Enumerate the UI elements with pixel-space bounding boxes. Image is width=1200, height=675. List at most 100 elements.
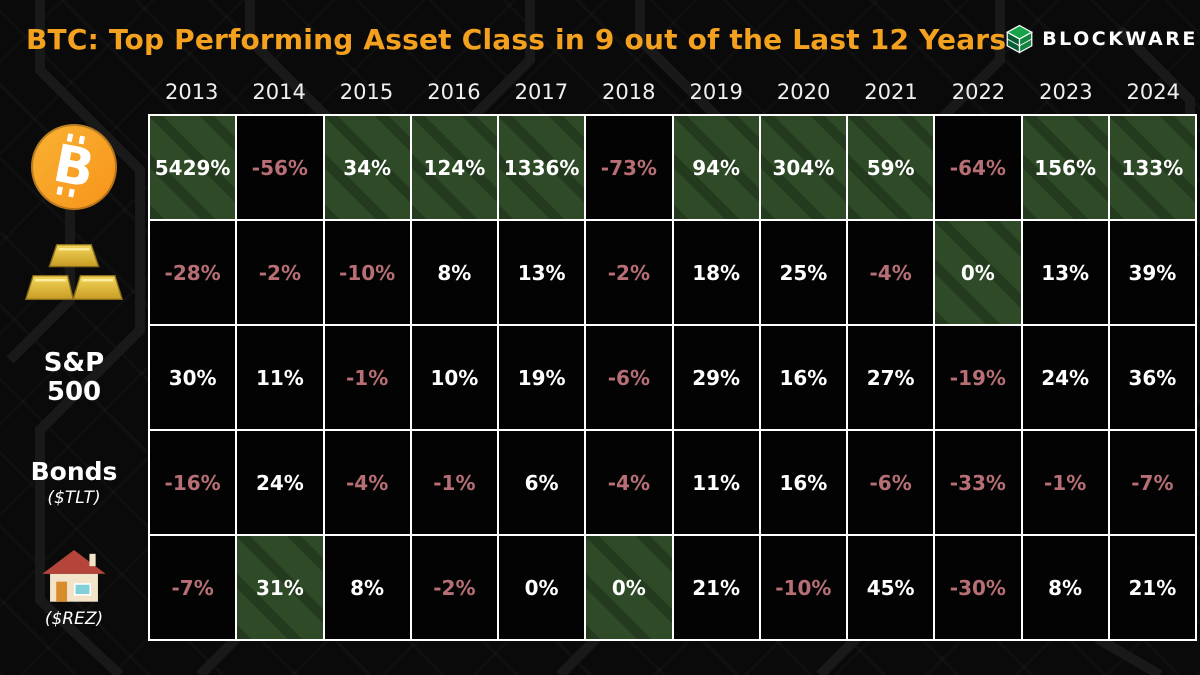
return-cell-bitcoin-2021: 59% bbox=[848, 116, 934, 219]
return-cell-sp500-2019: 29% bbox=[673, 326, 759, 429]
return-cell-bonds-2014: 24% bbox=[237, 431, 323, 534]
return-cell-sp500-2020: 16% bbox=[760, 326, 846, 429]
return-cell-bonds-2020: 16% bbox=[760, 431, 846, 534]
year-label-2018: 2018 bbox=[602, 80, 656, 104]
return-cell-rez-2014: 31% bbox=[237, 536, 323, 639]
return-cell-bitcoin-2020: 304% bbox=[760, 116, 846, 219]
year-label-2023: 2023 bbox=[1039, 80, 1093, 104]
return-cell-bonds-2023: -1% bbox=[1022, 431, 1108, 534]
sp500-label: S&P 500 bbox=[44, 349, 104, 405]
year-label-2020: 2020 bbox=[776, 80, 831, 104]
table-area: B bbox=[0, 114, 1197, 641]
year-label-2024: 2024 bbox=[1126, 80, 1180, 104]
asset-sp500: S&P 500 bbox=[0, 325, 148, 430]
return-cell-bitcoin-2019: 94% bbox=[673, 116, 759, 219]
asset-sidebar: B bbox=[0, 114, 148, 641]
return-cell-rez-2024: 21% bbox=[1109, 536, 1195, 639]
return-cell-bonds-2015: -4% bbox=[324, 431, 410, 534]
return-cell-gold-2017: 13% bbox=[499, 221, 585, 324]
return-cell-bonds-2017: 6% bbox=[499, 431, 585, 534]
return-cell-bonds-2021: -6% bbox=[848, 431, 934, 534]
return-cell-bitcoin-2015: 34% bbox=[324, 116, 410, 219]
asset-gold bbox=[0, 219, 148, 324]
asset-rez: ($REZ) bbox=[0, 536, 148, 641]
year-label-2021: 2021 bbox=[864, 80, 918, 104]
return-cell-sp500-2018: -6% bbox=[586, 326, 672, 429]
return-cell-rez-2019: 21% bbox=[673, 536, 759, 639]
return-cell-rez-2018: 0% bbox=[586, 536, 672, 639]
year-label-2015: 2015 bbox=[339, 80, 394, 104]
return-cell-sp500-2017: 19% bbox=[499, 326, 585, 429]
return-cell-bitcoin-2013: 5429% bbox=[150, 116, 236, 219]
return-cell-rez-2021: 45% bbox=[848, 536, 934, 639]
return-cell-gold-2014: -2% bbox=[237, 221, 323, 324]
return-cell-bonds-2022: -33% bbox=[935, 431, 1021, 534]
return-cell-sp500-2024: 36% bbox=[1109, 326, 1195, 429]
return-cell-bitcoin-2024: 133% bbox=[1109, 116, 1195, 219]
return-cell-bitcoin-2022: -64% bbox=[935, 116, 1021, 219]
year-label-2019: 2019 bbox=[689, 80, 743, 104]
gold-bars-icon bbox=[24, 244, 124, 301]
blockware-logo: BLOCKWARE bbox=[1006, 24, 1198, 54]
return-cell-gold-2023: 13% bbox=[1022, 221, 1108, 324]
return-cell-gold-2022: 0% bbox=[935, 221, 1021, 324]
blockware-cube-icon bbox=[1006, 24, 1034, 54]
year-label-2022: 2022 bbox=[951, 80, 1006, 104]
return-cell-gold-2016: 8% bbox=[411, 221, 497, 324]
return-cell-bitcoin-2018: -73% bbox=[586, 116, 672, 219]
asset-bonds: Bonds ($TLT) bbox=[0, 430, 148, 535]
return-cell-bonds-2018: -4% bbox=[586, 431, 672, 534]
return-cell-gold-2019: 18% bbox=[673, 221, 759, 324]
house-icon bbox=[42, 550, 106, 603]
bitcoin-b-bar bbox=[68, 188, 75, 198]
return-cell-bonds-2016: -1% bbox=[411, 431, 497, 534]
return-cell-sp500-2013: 30% bbox=[150, 326, 236, 429]
year-label-2016: 2016 bbox=[427, 80, 481, 104]
return-cell-rez-2013: -7% bbox=[150, 536, 236, 639]
year-header-row: 2013 2014 2015 2016 2017 2018 2019 2020 2021 2022… bbox=[148, 76, 1197, 108]
rez-ticker: ($REZ) bbox=[44, 609, 104, 630]
bitcoin-b-bar bbox=[66, 133, 74, 142]
return-cell-bonds-2013: -16% bbox=[150, 431, 236, 534]
blockware-logo-text: BLOCKWARE bbox=[1042, 28, 1198, 50]
return-cell-bitcoin-2014: -56% bbox=[237, 116, 323, 219]
return-cell-gold-2015: -10% bbox=[324, 221, 410, 324]
year-label-2017: 2017 bbox=[514, 80, 569, 104]
return-cell-gold-2018: -2% bbox=[586, 221, 672, 324]
return-cell-sp500-2023: 24% bbox=[1022, 326, 1108, 429]
return-cell-bitcoin-2016: 124% bbox=[411, 116, 497, 219]
return-cell-gold-2013: -28% bbox=[150, 221, 236, 324]
year-label-2013: 2013 bbox=[164, 80, 219, 104]
return-cell-rez-2017: 0% bbox=[499, 536, 585, 639]
sp500-line1: S&P bbox=[43, 348, 105, 379]
return-cell-sp500-2014: 11% bbox=[237, 326, 323, 429]
bitcoin-b-glyph: B bbox=[48, 133, 100, 200]
return-cell-gold-2024: 39% bbox=[1109, 221, 1195, 324]
return-cell-sp500-2021: 27% bbox=[848, 326, 934, 429]
return-cell-bonds-2019: 11% bbox=[673, 431, 759, 534]
bonds-ticker: ($TLT) bbox=[47, 488, 101, 509]
asset-bitcoin: B bbox=[0, 114, 148, 219]
return-cell-gold-2020: 25% bbox=[760, 221, 846, 324]
return-cell-rez-2023: 8% bbox=[1022, 536, 1108, 639]
bitcoin-b-bar bbox=[78, 135, 86, 145]
return-cell-sp500-2016: 10% bbox=[411, 326, 497, 429]
return-cell-bonds-2024: -7% bbox=[1109, 431, 1195, 534]
sp500-line2: 500 bbox=[46, 376, 102, 407]
page-title: BTC: Top Performing Asset Class in 9 out… bbox=[26, 22, 1007, 56]
return-cell-bitcoin-2023: 156% bbox=[1022, 116, 1108, 219]
bitcoin-icon: B bbox=[31, 123, 117, 210]
header: BTC: Top Performing Asset Class in 9 out… bbox=[0, 0, 1200, 62]
return-cell-gold-2021: -4% bbox=[848, 221, 934, 324]
bitcoin-b-bar bbox=[56, 186, 64, 195]
returns-grid: 5429% -56% 34% 124% 1336% -73% 94% 304% 59% -64% 1… bbox=[148, 114, 1197, 641]
return-cell-rez-2015: 8% bbox=[324, 536, 410, 639]
bonds-label: Bonds bbox=[30, 457, 118, 487]
return-cell-rez-2016: -2% bbox=[411, 536, 497, 639]
return-cell-rez-2022: -30% bbox=[935, 536, 1021, 639]
return-cell-sp500-2015: -1% bbox=[324, 326, 410, 429]
return-cell-sp500-2022: -19% bbox=[935, 326, 1021, 429]
year-label-2014: 2014 bbox=[252, 80, 306, 104]
return-cell-bitcoin-2017: 1336% bbox=[499, 116, 585, 219]
